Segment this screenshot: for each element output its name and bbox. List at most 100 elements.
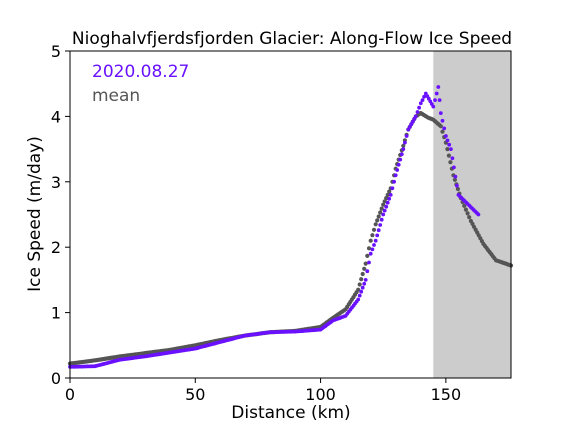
x-tick-label: 0 (65, 385, 75, 404)
data-point (399, 152, 404, 157)
data-point (455, 183, 459, 188)
data-point (381, 202, 386, 207)
x-tick-label: 150 (431, 385, 462, 404)
y-tick-label: 2 (51, 238, 61, 257)
data-point (413, 114, 418, 119)
data-point (375, 233, 380, 238)
x-axis: 0 50 100 150 (65, 378, 461, 404)
data-point (357, 293, 362, 298)
data-point (384, 204, 389, 209)
data-point (381, 212, 386, 217)
data-point (434, 91, 439, 96)
data-point (373, 222, 378, 227)
data-point (370, 247, 375, 252)
series-1 (68, 85, 481, 369)
x-tick-label: 100 (305, 385, 336, 404)
data-point (438, 124, 443, 129)
data-point (360, 285, 365, 290)
data-point (445, 147, 450, 152)
data-point (384, 196, 389, 201)
data-point (463, 207, 468, 212)
data-point (440, 129, 445, 134)
y-tick-label: 3 (51, 173, 61, 192)
data-point (366, 246, 372, 251)
series-layer (67, 85, 514, 369)
data-point (422, 94, 426, 99)
data-point (467, 215, 472, 220)
data-point (476, 212, 481, 217)
data-point (392, 179, 396, 184)
data-point (357, 282, 362, 287)
data-point (403, 140, 407, 145)
data-point (442, 126, 447, 131)
data-point (446, 153, 451, 158)
data-point (365, 253, 370, 258)
data-point (417, 105, 421, 110)
data-point (440, 118, 445, 123)
data-point (393, 173, 398, 178)
data-point (452, 165, 456, 170)
legend-entry-series-1: 2020.08.27 (92, 62, 189, 82)
data-point (444, 134, 448, 138)
data-point (401, 143, 406, 148)
data-point (433, 98, 437, 102)
data-point (359, 289, 364, 294)
data-point (378, 210, 383, 215)
data-point (436, 85, 441, 89)
data-point (382, 199, 387, 204)
data-point (385, 200, 390, 205)
data-point (363, 261, 368, 266)
legend-entry-series-2: mean (92, 86, 140, 106)
y-axis: 0 1 2 3 4 5 (51, 42, 70, 388)
data-point (455, 186, 460, 192)
data-point (452, 177, 457, 182)
data-point (398, 157, 403, 162)
data-point (362, 281, 367, 286)
data-point (378, 223, 383, 227)
data-point (437, 98, 442, 102)
data-point (363, 278, 368, 282)
data-point (404, 134, 409, 138)
data-point (375, 218, 380, 223)
data-point (418, 101, 423, 106)
data-point (396, 162, 401, 167)
data-point (379, 206, 384, 211)
y-tick-label: 5 (51, 42, 61, 61)
data-point (368, 238, 373, 243)
data-point (445, 138, 450, 143)
data-point (356, 287, 361, 292)
data-point (449, 147, 453, 152)
data-point (362, 266, 367, 271)
data-point (390, 186, 395, 191)
y-axis-label: Ice Speed (m/day) (25, 136, 45, 292)
data-point (372, 243, 376, 247)
y-tick-label: 4 (51, 107, 61, 126)
data-point (365, 269, 370, 274)
data-point (447, 142, 452, 147)
x-tick-label: 50 (185, 385, 205, 404)
x-axis-label: Distance (km) (231, 403, 350, 423)
shaded-region (433, 51, 511, 378)
data-point (388, 193, 393, 197)
data-point (385, 192, 390, 197)
data-point (387, 196, 392, 201)
data-point (360, 271, 365, 277)
data-point (465, 211, 470, 216)
data-point (450, 156, 455, 161)
y-tick-label: 1 (51, 304, 61, 323)
chart-title: Nioghalvfjerdsfjorden Glacier: Along-Flo… (72, 29, 512, 49)
data-point (401, 147, 406, 152)
y-tick-label: 0 (51, 369, 61, 388)
data-point (359, 277, 364, 282)
data-point (420, 98, 425, 102)
data-point (453, 174, 458, 179)
data-point (387, 189, 392, 194)
data-point (448, 160, 453, 165)
data-point (370, 233, 375, 238)
data-point (379, 217, 384, 222)
data-point (462, 203, 467, 208)
data-point (367, 260, 371, 265)
data-point (382, 208, 387, 213)
data-point (376, 228, 381, 233)
